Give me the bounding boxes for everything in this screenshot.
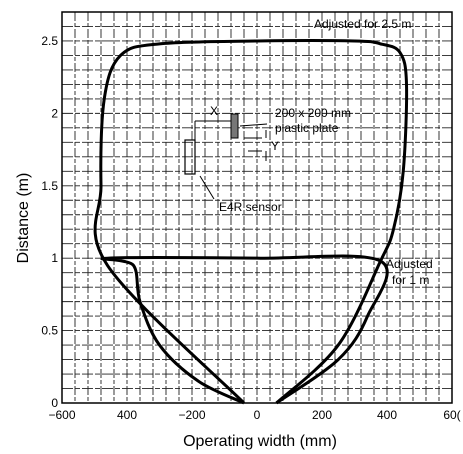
plate-label-line2: plastic plate	[275, 121, 339, 135]
y-dimension-label: Y	[271, 139, 279, 153]
y-axis-ticks: 0 0.5 1 1.5 2 2.5	[41, 34, 58, 410]
sensor-label: E4R sensor	[219, 200, 282, 214]
x-tick-label: 60(	[443, 408, 460, 422]
series-label-1m-line2: for 1 m	[392, 273, 429, 287]
sensor-leader	[199, 175, 215, 200]
y-tick-label: 1.5	[41, 179, 58, 193]
setup-inset	[184, 113, 268, 200]
x-tick-label: 400	[117, 408, 137, 422]
plastic-plate-shape	[230, 113, 239, 139]
x-dimension-label: X	[210, 104, 218, 118]
series-label-2-5m: Adjusted for 2.5 m	[314, 17, 411, 31]
y-tick-label: 0	[51, 396, 58, 410]
plate-label-line1: 200 x 200 mm	[275, 106, 351, 120]
x-tick-label: 200	[312, 408, 332, 422]
plate-leader	[239, 123, 268, 127]
x-axis-title: Operating width (mm)	[183, 433, 337, 450]
x-tick-label: −600	[48, 408, 75, 422]
series-group	[93, 39, 409, 405]
e4r-sensor-shape	[184, 139, 196, 175]
x-tick-label: 400	[377, 408, 397, 422]
y-tick-label: 0.5	[41, 324, 58, 338]
y-axis-title: Distance (m)	[15, 173, 32, 264]
series-line-2	[100, 254, 389, 405]
grid	[61, 11, 453, 404]
x-tick-label: −200	[178, 408, 205, 422]
y-tick-label: 1	[51, 251, 58, 265]
x-tick-label: 0	[254, 408, 261, 422]
y-tick-label: 2.5	[41, 34, 58, 48]
plot-frame	[61, 11, 453, 404]
y-tick-label: 2	[51, 106, 58, 120]
x-axis-ticks: −600 400 −200 0 200 400 60(	[48, 408, 460, 422]
series-line-1	[93, 39, 409, 405]
series-label-1m-line1: Adjusted	[386, 257, 433, 271]
